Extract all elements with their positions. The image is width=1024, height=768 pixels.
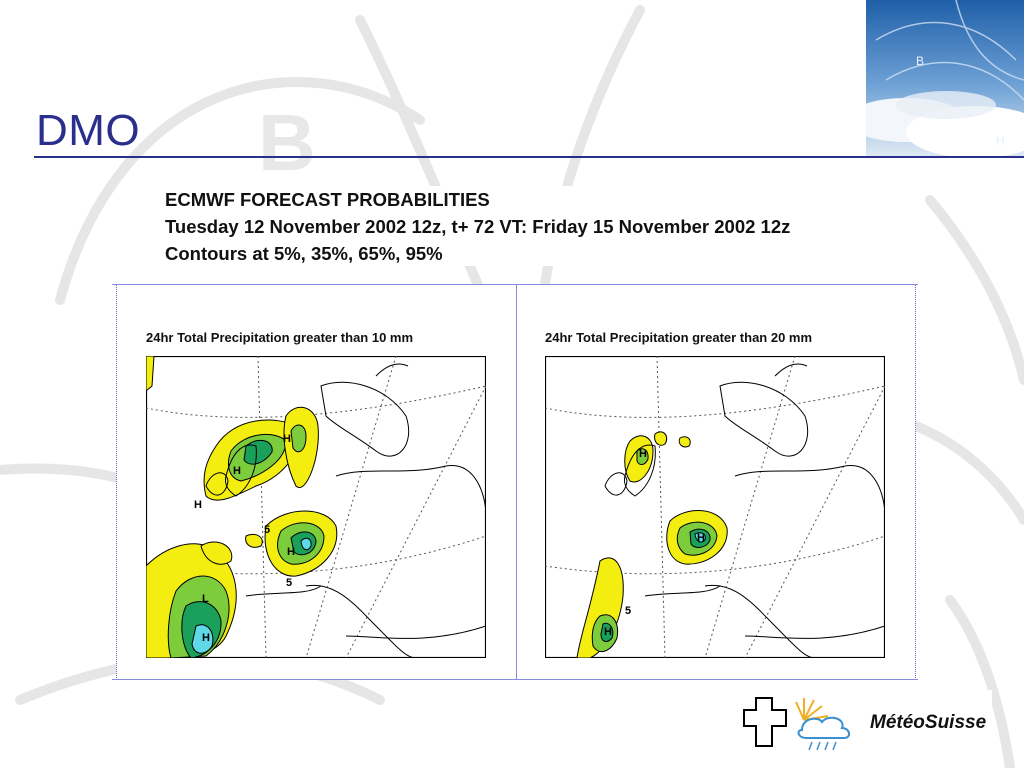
forecast-date-line: Tuesday 12 November 2002 12z, t+ 72 VT: … [165, 216, 791, 237]
right-panel-title: 24hr Total Precipitation greater than 20… [545, 330, 813, 345]
svg-text:B: B [916, 54, 924, 68]
label-h: H [283, 433, 291, 445]
forecast-header: ECMWF FORECAST PROBABILITIES Tuesday 12 … [165, 186, 815, 266]
frame-top-line [112, 284, 918, 285]
label-h: H [604, 626, 612, 638]
title-divider [34, 156, 1024, 158]
left-probability-map: H H H H L H 5 5 [146, 356, 486, 658]
svg-text:H: H [996, 134, 1005, 148]
label-h: H [639, 448, 647, 460]
svg-text:B: B [258, 98, 316, 187]
frame-bottom-line [112, 679, 918, 680]
contour-label: 5 [286, 577, 292, 589]
label-h: H [202, 632, 210, 644]
forecast-title: ECMWF FORECAST PROBABILITIES [165, 189, 490, 210]
contour-label: 5 [264, 524, 270, 536]
contour-label: 5 [625, 605, 631, 617]
panel-separator [516, 284, 517, 680]
right-probability-map: H H H 5 [545, 356, 885, 658]
meteosuisse-emblem-icon [743, 697, 850, 751]
label-h: H [194, 499, 202, 511]
label-h: H [697, 532, 705, 544]
forecast-contours-line: Contours at 5%, 35%, 65%, 95% [165, 243, 443, 264]
label-h: H [233, 465, 241, 477]
left-panel-title: 24hr Total Precipitation greater than 10… [146, 330, 414, 345]
sky-photo: B H [866, 0, 1024, 156]
label-h: H [287, 546, 295, 558]
meteosuisse-logo [740, 690, 992, 754]
label-l: L [202, 593, 209, 605]
slide-title: DMO [36, 106, 141, 155]
meteosuisse-name: MétéoSuisse [870, 712, 987, 733]
